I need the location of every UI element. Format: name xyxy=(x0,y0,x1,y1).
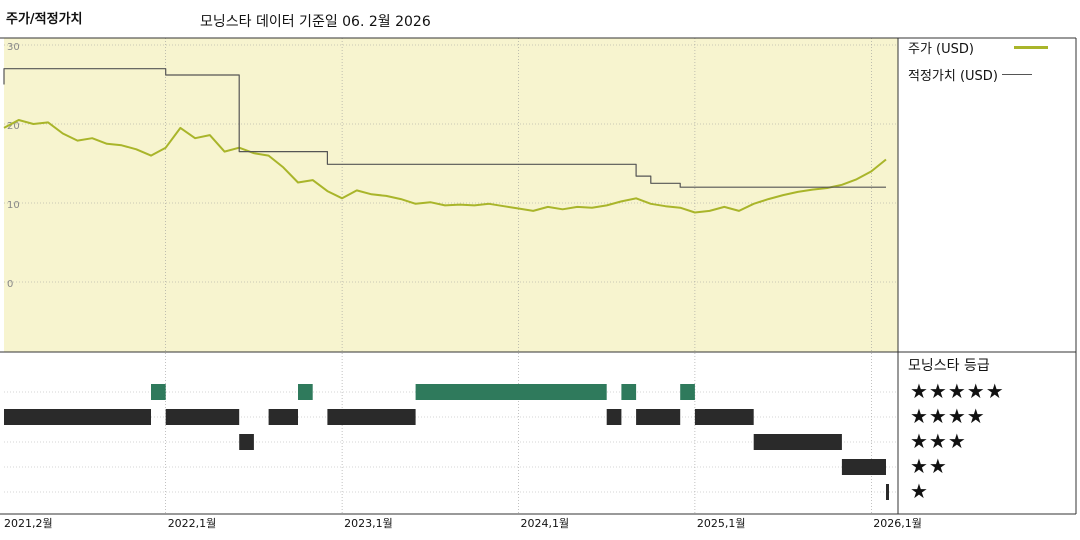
plot-background xyxy=(4,38,898,352)
rating-bar-4-star xyxy=(4,409,151,425)
y-tick-label: 10 xyxy=(7,200,20,211)
rating-bar-3-star xyxy=(239,434,254,450)
x-tick-label: 2024,1월 xyxy=(521,517,570,530)
x-tick-label: 2023,1월 xyxy=(344,517,393,530)
rating-bar-5-star xyxy=(298,384,313,400)
rating-label-2: ★★ xyxy=(910,454,948,478)
price-line xyxy=(3,119,887,214)
y-tick-label: 0 xyxy=(7,279,13,290)
rating-label-5: ★★★★★ xyxy=(910,379,1005,403)
rating-bar-2-star xyxy=(841,459,886,475)
x-tick-label: 2021,2월 xyxy=(4,517,53,530)
fair-value-line xyxy=(3,68,886,188)
chart-subtitle: 모닝스타 데이터 기준일 06. 2월 2026 xyxy=(200,14,431,30)
rating-bar-4-star xyxy=(694,409,754,425)
x-tick-label: 2025,1월 xyxy=(697,517,746,530)
x-tick-label: 2022,1월 xyxy=(168,517,217,530)
y-tick-label: 30 xyxy=(7,42,20,53)
x-tick-label: 2026,1월 xyxy=(873,517,922,530)
chart-title: 주가/적정가치 xyxy=(6,12,83,27)
legend-swatch-fair-value xyxy=(1001,74,1032,75)
rating-bar-4-star xyxy=(327,409,416,425)
legend-swatch-price xyxy=(1013,46,1048,49)
rating-bar-4-star xyxy=(165,409,240,425)
rating-bar-5-star xyxy=(415,384,607,400)
rating-label-4: ★★★★ xyxy=(910,404,986,428)
rating-bar-4-star xyxy=(636,409,681,425)
legend-item-price: 주가 (USD) xyxy=(908,38,1048,57)
rating-bar-5-star xyxy=(680,384,695,400)
rating-label-1: ★ xyxy=(910,479,929,503)
rating-bar-4-star xyxy=(606,409,622,425)
rating-label-3: ★★★ xyxy=(910,429,967,453)
rating-bar-5-star xyxy=(621,384,637,400)
rating-bar-3-star xyxy=(753,434,842,450)
rating-legend-title: 모닝스타 등급 xyxy=(908,358,990,374)
rating-bar-5-star xyxy=(151,384,166,400)
legend-label-fair-value: 적정가치 (USD) xyxy=(908,69,998,84)
rating-bar-4-star xyxy=(268,409,298,425)
legend-label-price: 주가 (USD) xyxy=(908,42,974,57)
y-tick-label: 20 xyxy=(7,121,20,132)
legend-item-fair-value: 적정가치 (USD) xyxy=(908,65,1032,84)
rating-bar-1-star xyxy=(886,484,889,500)
